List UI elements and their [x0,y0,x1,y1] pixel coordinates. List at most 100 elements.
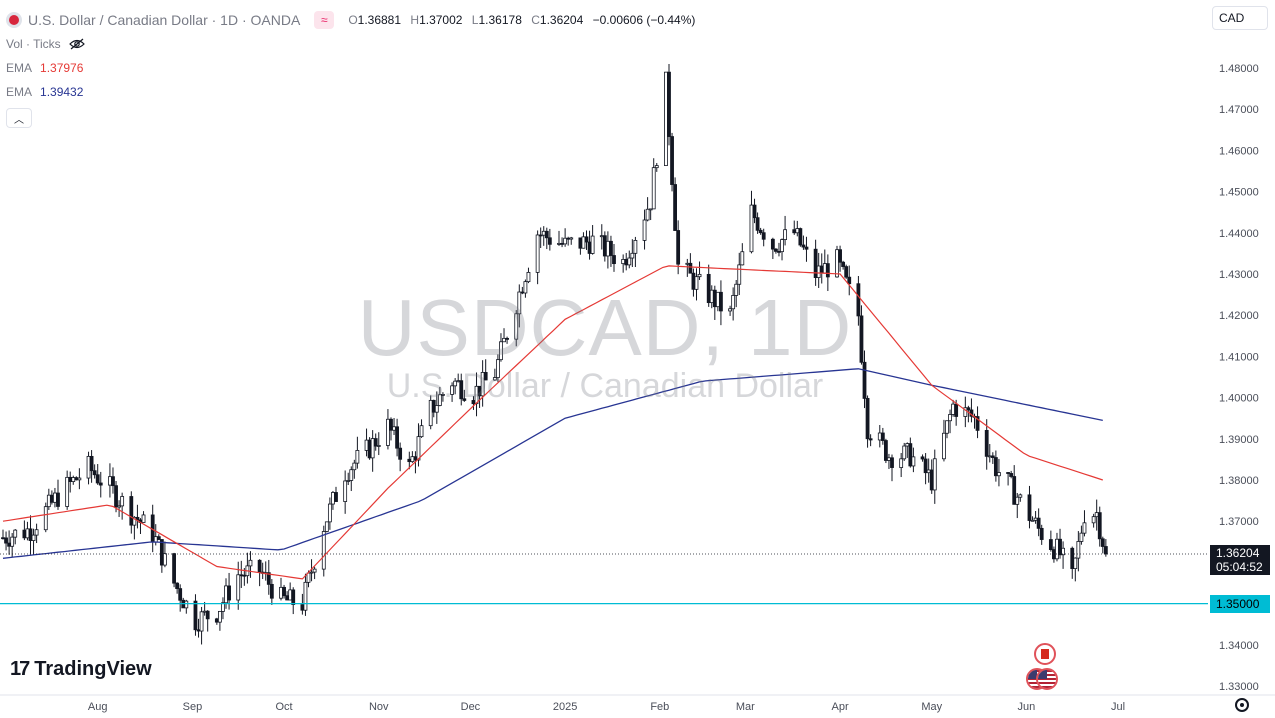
candle-up [53,492,57,503]
candle-down [98,482,103,486]
candle-up [309,571,314,574]
y-tick-label: 1.33000 [1219,681,1259,693]
last-price-tag: 1.36204 05:04:52 [1210,545,1270,575]
candle-down [841,261,846,267]
candle-up [1094,512,1099,518]
candle-down [413,456,418,461]
y-tick-label: 1.42000 [1219,310,1259,322]
candle-down [544,230,549,239]
candle-up [248,559,253,567]
candle-down [1048,539,1053,550]
candle-down [920,456,925,460]
candle-down [688,262,693,274]
x-tick-label: Aug [88,701,108,713]
candle-up [694,276,699,290]
candle-up [795,228,800,234]
candle-up [651,167,656,210]
candle-up [202,610,207,613]
candle-up [590,235,595,254]
candle-up [321,531,326,570]
candle-down [908,443,913,467]
chevron-up-icon: ︿ [14,114,24,126]
candle-down [1103,546,1108,555]
candle-up [926,469,931,474]
candle-down [214,618,219,623]
candle-down [1012,476,1017,505]
candle-down [477,385,482,397]
candle-up [1073,557,1078,570]
candle-up [633,240,638,254]
candle-up [887,457,891,461]
candle-down [673,184,677,231]
candle-up [605,240,610,257]
candle-down [844,266,849,278]
candle-up [783,229,787,241]
candle-down [578,237,583,249]
candle-up [441,394,445,396]
candle-down [1097,512,1102,540]
indicator-vol[interactable]: Vol · Ticks [6,32,695,56]
candle-up [199,611,204,632]
candle-up [648,208,653,211]
candle-down [505,337,509,340]
candle-down [22,529,27,539]
candle-up [734,283,739,296]
candle-down [890,457,894,468]
candle-up [987,455,992,458]
candle-down [257,559,262,573]
candle-up [419,425,424,438]
candle-down [28,528,33,541]
candle-up [581,236,586,249]
candle-up [697,273,702,278]
candle-down [612,255,616,265]
candle-up [453,380,458,387]
candle-up [218,610,222,623]
tradingview-logo[interactable]: 17 TradingView [10,658,152,681]
canada-event-icon[interactable] [1034,643,1056,665]
candle-down [92,470,97,476]
indicator-ema-fast[interactable]: EMA 1.37976 [6,61,84,75]
candle-down [770,238,775,250]
candle-down [178,588,183,601]
candle-up [499,341,503,361]
candle-down [471,400,476,405]
candle-up [13,529,18,538]
candle-down [74,477,79,481]
candle-down [114,485,118,508]
symbol-title[interactable]: U.S. Dollar / Canadian Dollar · 1D · OAN… [28,12,301,28]
y-tick-label: 1.37000 [1219,516,1259,528]
candle-up [108,476,112,486]
candle-down [373,438,378,447]
candle-up [951,403,956,415]
candle-down [819,265,824,274]
candle-down [609,240,613,256]
wave-icon[interactable]: ≈ [314,11,335,29]
y-tick-label: 1.46000 [1219,145,1259,157]
candle-up [654,165,659,169]
candle-down [68,476,73,482]
candle-down [172,553,176,584]
candle-up [327,503,332,523]
candle-up [569,237,574,240]
candle-down [242,574,247,577]
candle-up [526,271,531,283]
candle-up [346,480,351,482]
candle-down [990,455,995,458]
indicator-ema-slow[interactable]: EMA 1.39432 [6,85,84,99]
candle-down [880,432,885,441]
y-tick-label: 1.43000 [1219,269,1259,281]
tradingview-mark-icon: 17 [10,658,30,680]
candle-up [1018,494,1023,498]
candle-up [645,208,650,221]
candle-up [370,438,375,459]
settings-icon[interactable] [1235,698,1249,712]
us-event-icon-2[interactable] [1036,668,1058,690]
candle-down [205,610,210,620]
candle-down [266,572,271,585]
collapse-legend-button[interactable]: ︿ [6,108,32,128]
candle-up [120,496,125,507]
currency-button[interactable]: CAD [1212,6,1268,30]
eye-off-icon[interactable] [68,38,85,50]
